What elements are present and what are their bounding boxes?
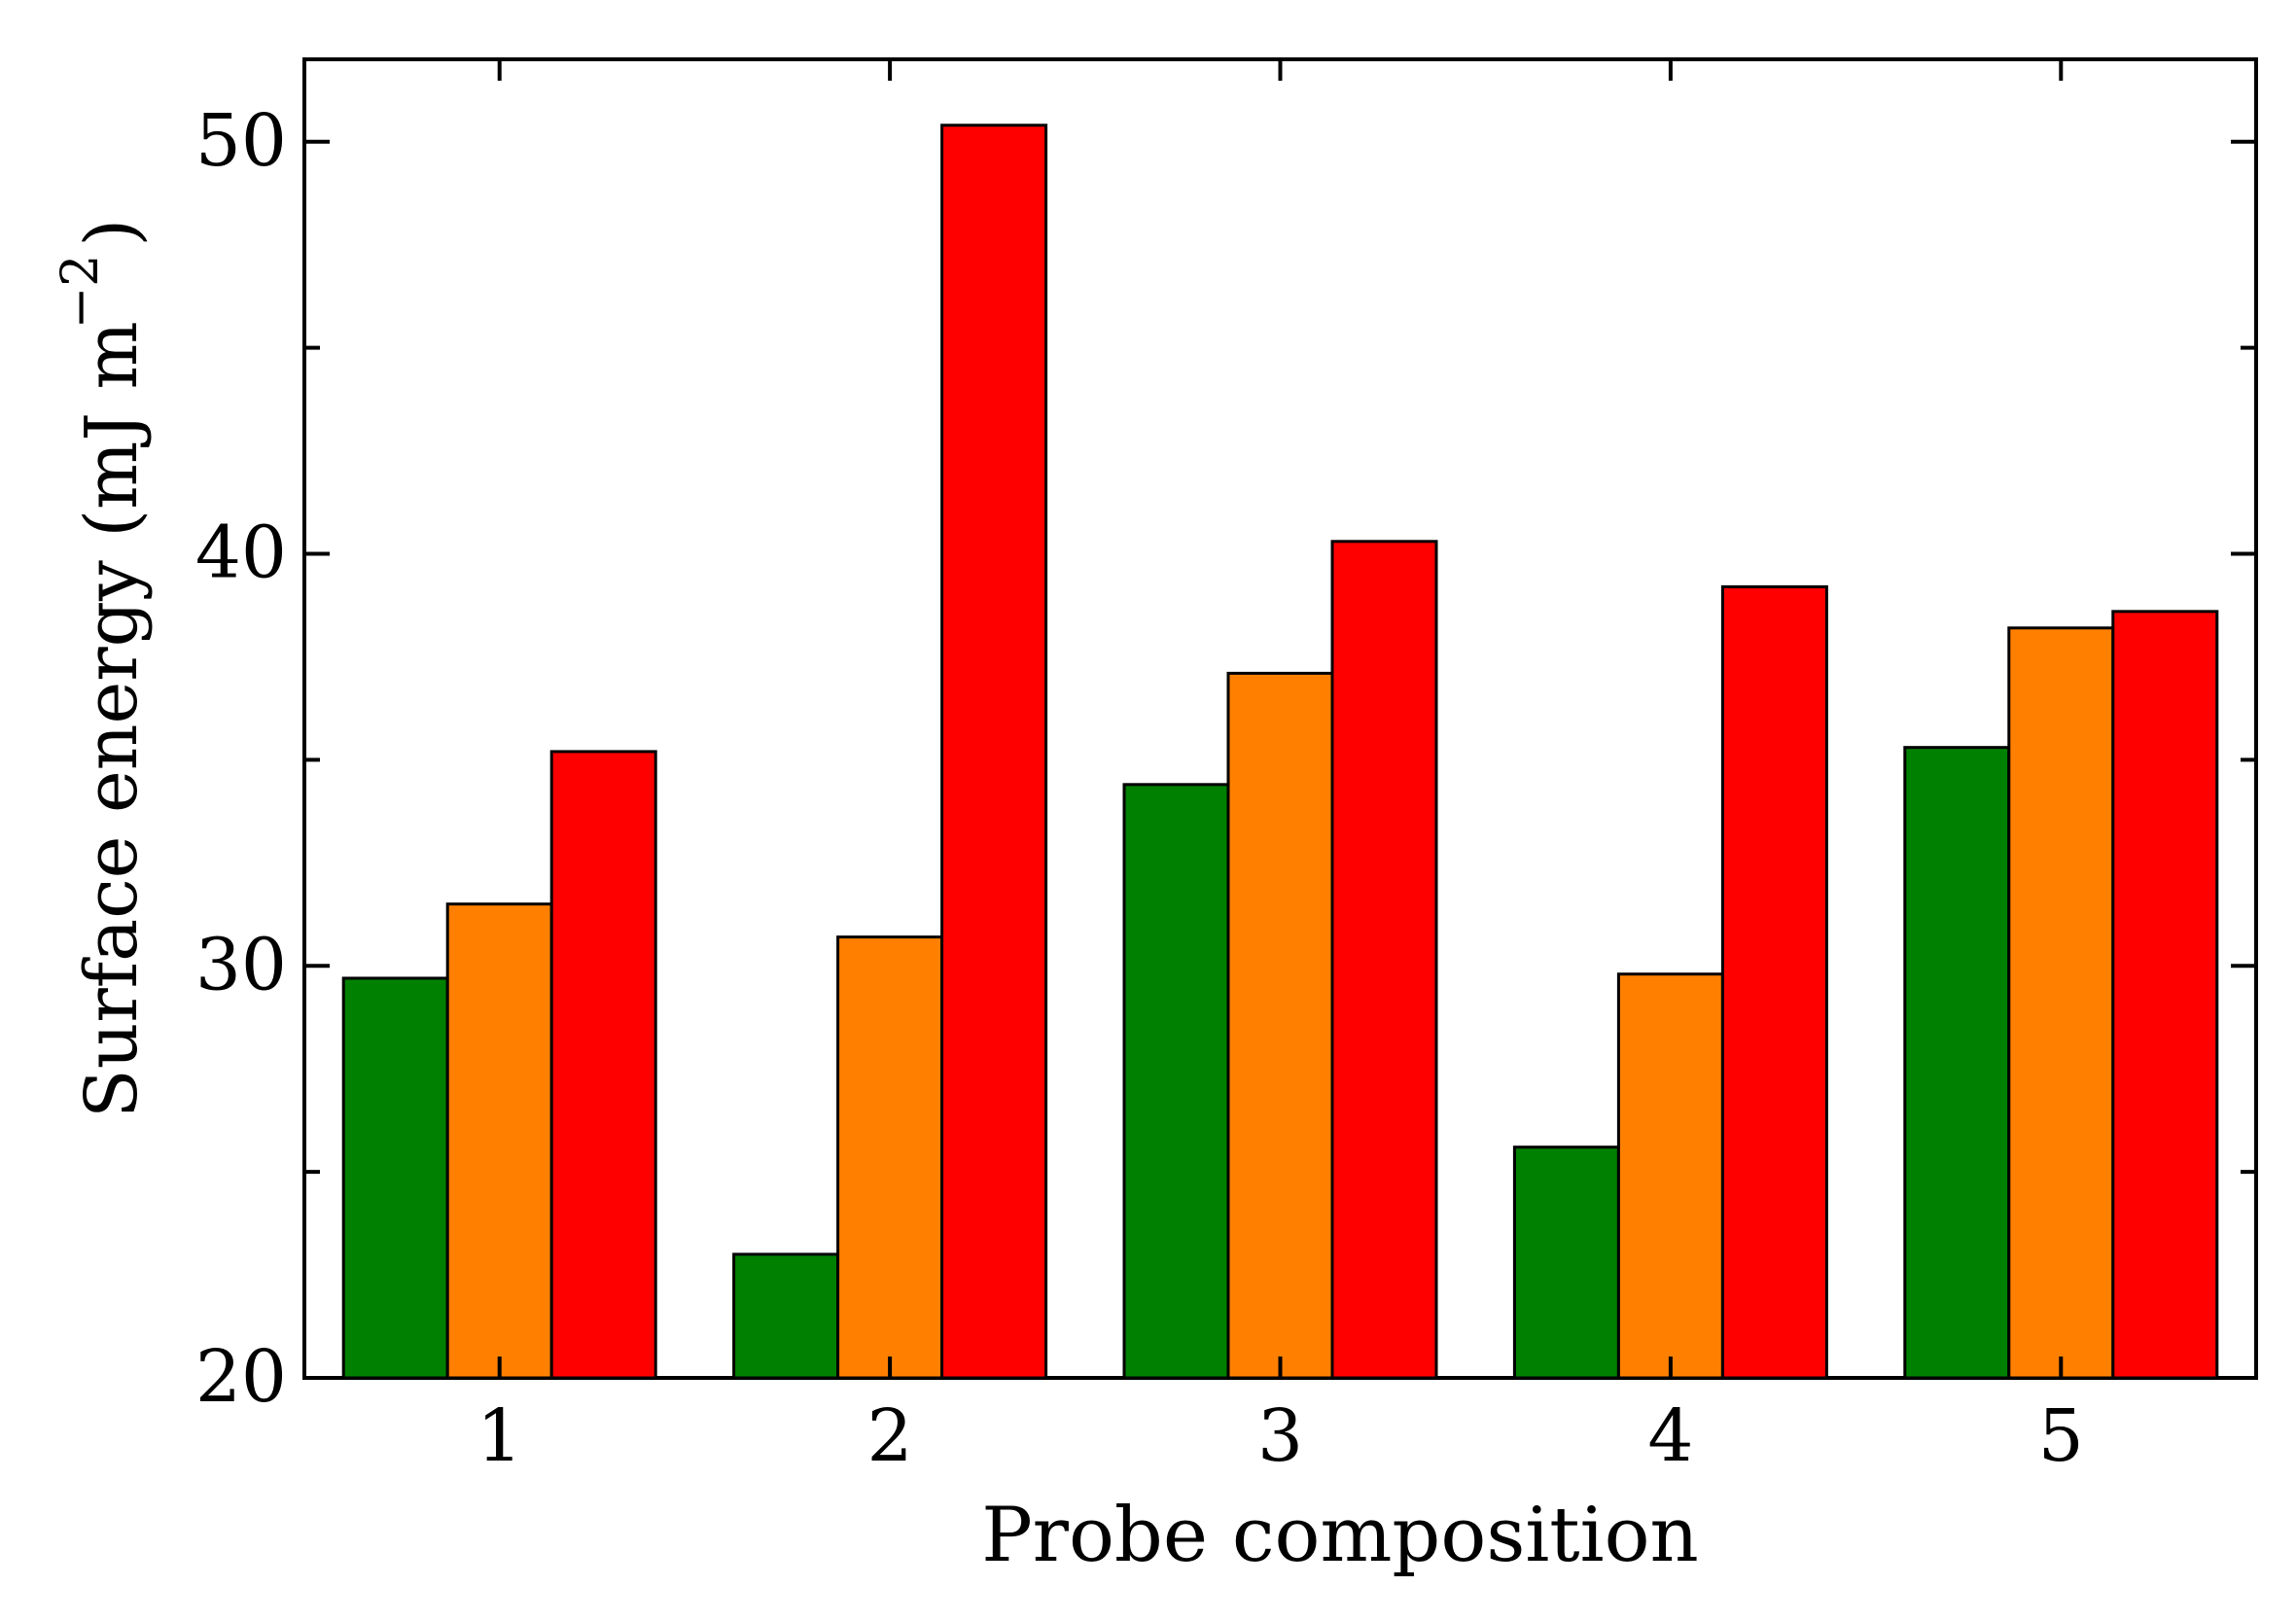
y-axis-label-main: Surface energy (mJ m — [70, 321, 154, 1118]
bar-cat-3-series-3 — [1330, 540, 1438, 1380]
x-tick-label: 3 — [1257, 1394, 1303, 1478]
x-tick-label: 1 — [477, 1394, 522, 1478]
y-axis-label: Surface energy (mJ m−2) — [52, 219, 154, 1118]
bar-cat-1-series-3 — [549, 750, 657, 1380]
bar-cat-4-series-2 — [1616, 972, 1724, 1380]
y-tick-label: 20 — [195, 1335, 287, 1419]
x-axis-label: Probe composition — [981, 1492, 1699, 1579]
y-tick-label: 30 — [195, 923, 287, 1006]
ticks-group — [304, 59, 2256, 1380]
bar-cat-5-series-2 — [2007, 626, 2115, 1380]
bar-cat-3-series-2 — [1226, 671, 1334, 1380]
y-axis-label-close: ) — [70, 219, 154, 247]
y-tick-label: 50 — [195, 99, 287, 183]
bars-group — [341, 123, 2219, 1380]
bar-cat-2-series-1 — [732, 1252, 840, 1380]
x-tick-label: 5 — [2038, 1394, 2084, 1478]
bar-cat-5-series-3 — [2111, 610, 2219, 1380]
bar-cat-1-series-2 — [445, 902, 553, 1380]
svg-text:Surface energy (mJ m−2): Surface energy (mJ m−2) — [52, 219, 154, 1118]
tick-labels-group: 20 30 40 50 1 2 3 4 5 — [195, 99, 2084, 1478]
x-tick-label: 2 — [867, 1394, 913, 1478]
bar-cat-1-series-1 — [341, 976, 449, 1380]
bar-cat-4-series-1 — [1512, 1145, 1620, 1380]
bar-cat-4-series-3 — [1720, 584, 1828, 1380]
x-tick-label: 4 — [1647, 1394, 1693, 1478]
bar-cat-5-series-1 — [1903, 746, 2011, 1380]
y-tick-label: 40 — [195, 511, 287, 595]
y-axis-label-exponent: −2 — [52, 255, 110, 330]
bar-cat-3-series-1 — [1122, 783, 1230, 1380]
bar-cat-2-series-3 — [940, 123, 1048, 1380]
bar-cat-2-series-2 — [836, 935, 944, 1380]
